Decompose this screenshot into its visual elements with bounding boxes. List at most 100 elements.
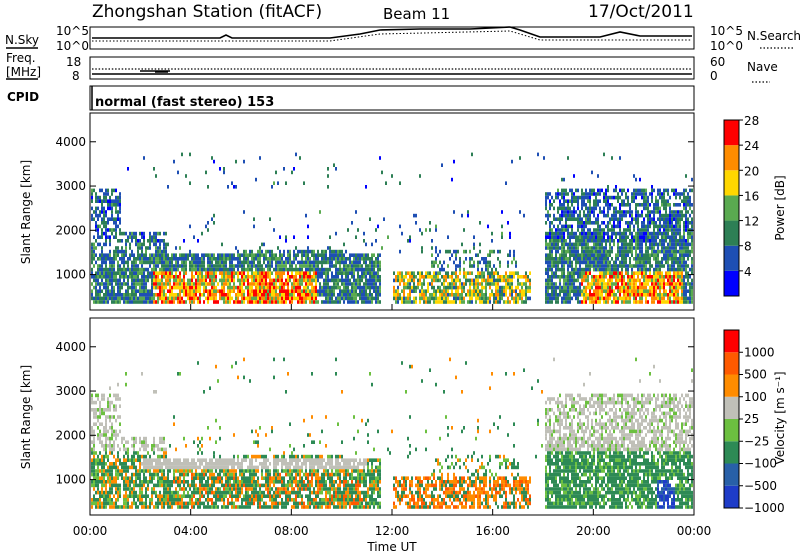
power-cell <box>269 249 271 254</box>
power-cell <box>305 257 307 261</box>
power-cell <box>521 282 523 286</box>
power-cell <box>91 217 93 221</box>
power-cell <box>137 246 139 250</box>
velocity-cell <box>97 462 99 466</box>
power-cell <box>645 224 647 229</box>
power-cell <box>627 264 629 268</box>
power-cell <box>615 285 617 290</box>
power-cell <box>491 289 493 293</box>
power-cell <box>123 260 125 265</box>
power-cell <box>683 195 685 200</box>
power-cell <box>589 231 591 236</box>
power-cell <box>397 293 399 297</box>
velocity-cell <box>107 397 109 401</box>
power-cell <box>631 239 633 243</box>
power-cell <box>517 293 519 297</box>
power-cell <box>609 253 611 257</box>
power-cell <box>545 242 547 247</box>
power-cell <box>573 253 575 257</box>
power-cell <box>637 257 639 261</box>
power-cell <box>577 267 579 272</box>
power-cell <box>599 285 601 290</box>
power-cell <box>229 293 231 297</box>
power-cell <box>621 275 623 279</box>
power-cell <box>609 282 611 286</box>
power-cell <box>553 206 555 211</box>
power-cell <box>623 231 625 236</box>
power-cell <box>183 282 185 286</box>
power-cell <box>301 293 303 297</box>
power-cell <box>661 195 663 200</box>
power-cell <box>637 228 639 232</box>
power-cell <box>209 264 211 268</box>
power-cell <box>629 264 631 268</box>
power-cell <box>139 253 141 257</box>
power-cell <box>643 206 645 211</box>
power-cell <box>591 285 593 290</box>
power-cell <box>643 253 645 257</box>
power-cell <box>651 185 653 189</box>
power-cell <box>607 282 609 286</box>
power-cell <box>111 203 113 207</box>
power-cell <box>223 167 225 171</box>
power-cell <box>551 282 553 286</box>
power-cell <box>169 271 171 275</box>
power-cell <box>261 267 263 272</box>
power-cell <box>639 278 641 283</box>
power-cell <box>633 235 635 239</box>
power-cell <box>191 289 193 293</box>
power-cell <box>103 267 105 272</box>
power-cell <box>199 271 201 275</box>
power-cell <box>499 293 501 297</box>
power-cell <box>581 293 583 297</box>
power-cell <box>685 228 687 232</box>
power-cell <box>639 192 641 196</box>
power-cell <box>333 253 335 257</box>
power-cell <box>165 278 167 283</box>
power-cell <box>99 188 101 193</box>
power-cell <box>557 235 559 239</box>
power-cell <box>611 249 613 254</box>
power-cell <box>555 271 557 275</box>
power-cell <box>275 296 277 301</box>
power-cell <box>615 296 617 301</box>
power-cell <box>189 293 191 297</box>
power-cell <box>239 257 241 261</box>
power-cell <box>273 300 275 304</box>
power-cell <box>661 293 663 297</box>
power-cell <box>551 246 553 250</box>
velocity-cell <box>93 415 95 419</box>
power-cell <box>91 199 93 203</box>
power-cell <box>563 206 565 211</box>
power-cell <box>677 296 679 301</box>
velocity-cell <box>101 501 103 506</box>
power-cell <box>223 289 225 293</box>
power-cell <box>187 285 189 290</box>
power-cell <box>153 167 155 171</box>
power-cell <box>581 188 583 193</box>
power-cell <box>315 293 317 297</box>
power-cell <box>279 285 281 290</box>
power-cell <box>575 267 577 272</box>
velocity-cell <box>107 415 109 419</box>
power-cell <box>631 199 633 203</box>
power-cell <box>203 289 205 293</box>
power-cell <box>685 210 687 214</box>
power-cell <box>517 278 519 283</box>
velocity-cell <box>105 490 107 495</box>
power-cell <box>393 285 395 290</box>
power-cell <box>259 278 261 283</box>
power-cell <box>263 242 265 247</box>
power-cell <box>395 300 397 304</box>
power-cell <box>211 282 213 286</box>
power-cell <box>261 249 263 254</box>
power-cell <box>567 289 569 293</box>
power-cell <box>667 246 669 250</box>
power-cell <box>687 257 689 261</box>
power-cell <box>525 271 527 275</box>
power-cell <box>113 296 115 301</box>
velocity-cell <box>103 483 105 488</box>
power-cell <box>197 275 199 279</box>
power-cell <box>593 210 595 214</box>
power-cell <box>505 300 507 304</box>
